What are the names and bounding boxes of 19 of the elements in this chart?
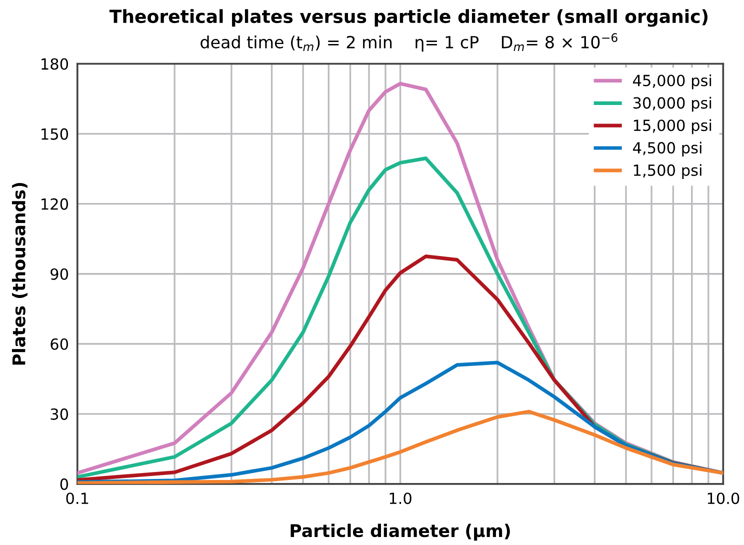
- y-tick-label: 180: [42, 58, 68, 70]
- legend-label: 1,500 psi: [634, 164, 702, 179]
- x-tick-label: 1.0: [390, 492, 412, 504]
- chart-subtitle: dead time (t$_{m}$) = 2 min η= 1 cP D$_{m}$= 8 × 10$^{−6}$: [200, 33, 618, 52]
- legend-label: 15,000 psi: [634, 119, 712, 134]
- legend-label: 4,500 psi: [633, 142, 702, 157]
- y-axis-title: Plates (thousands): [12, 182, 28, 365]
- y-tick-label: 90: [50, 268, 68, 280]
- x-tick-label: 10.0: [708, 492, 740, 504]
- x-axis-title: Particle diameter (µm): [290, 524, 510, 541]
- x-tick-label: 0.1: [66, 492, 88, 504]
- y-tick-label: 30: [50, 408, 68, 420]
- chart-title: Theoretical plates versus particle diameter (small organic): [109, 9, 708, 27]
- y-tick-label: 150: [42, 128, 68, 140]
- y-tick-label: 60: [50, 338, 68, 350]
- legend-label: 30,000 psi: [633, 96, 712, 112]
- legend-label: 45,000 psi: [633, 74, 712, 90]
- y-tick-label: 120: [42, 198, 68, 210]
- y-tick-label: 0: [60, 478, 68, 490]
